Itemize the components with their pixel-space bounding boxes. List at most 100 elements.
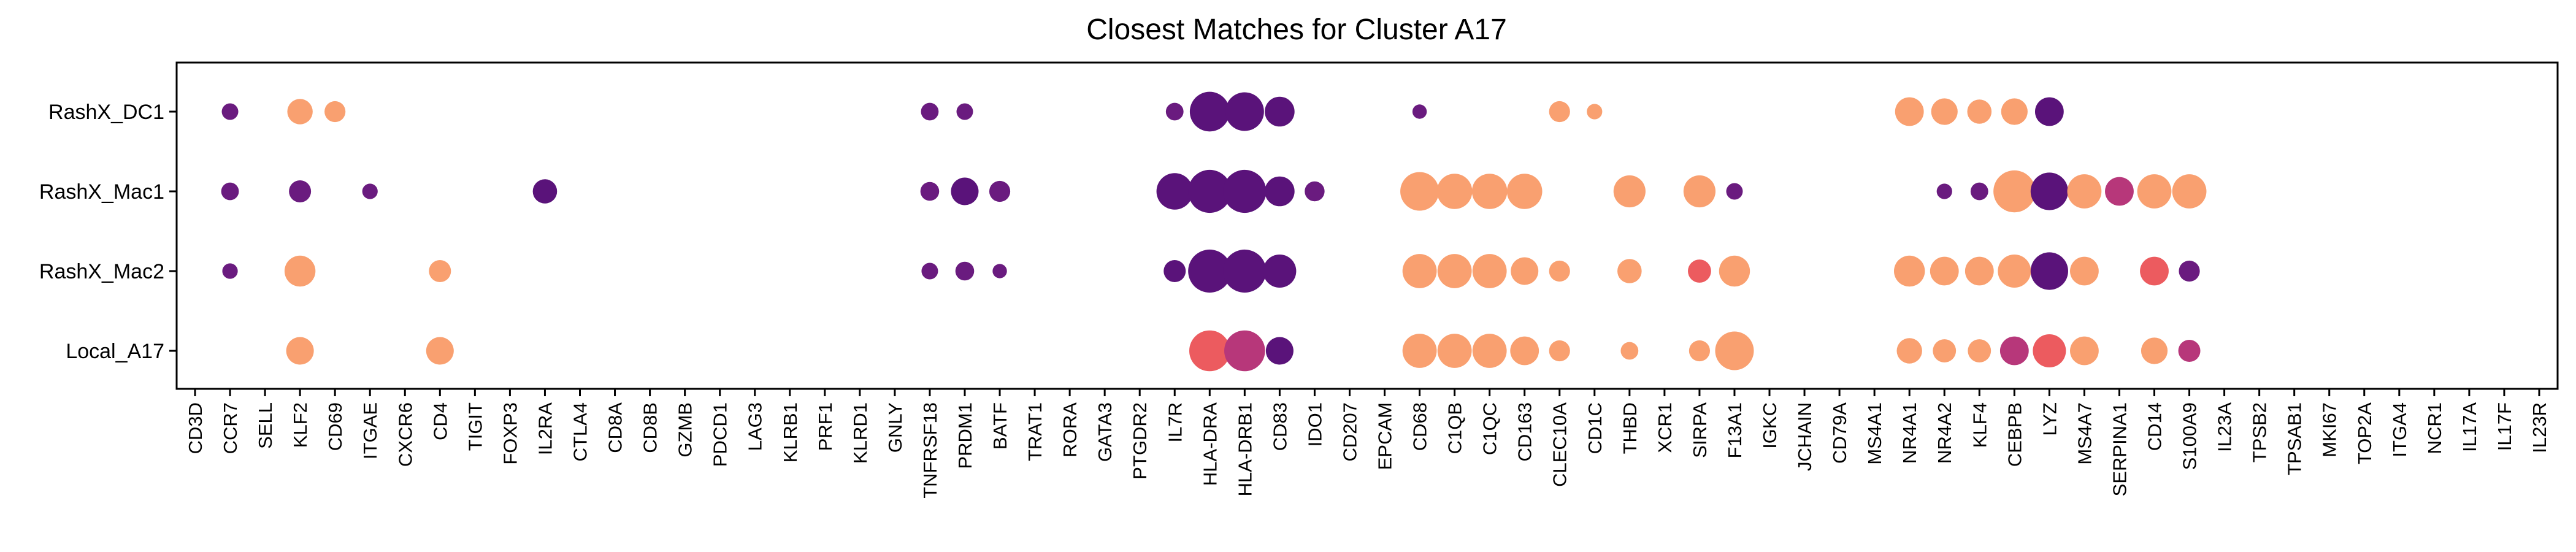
x-tick-label: IL23R — [2529, 402, 2550, 453]
dot-Local_A17-LYZ — [2033, 334, 2066, 367]
x-tick-label: KLRD1 — [849, 402, 871, 464]
dot-RashX_Mac2-THBD — [1617, 259, 1642, 283]
dot-Local_A17-KLF2 — [286, 337, 314, 365]
x-tick-label: KLRB1 — [780, 402, 801, 462]
x-tick-label: HLA-DRA — [1199, 402, 1221, 486]
x-tick-label: PRDM1 — [954, 402, 976, 469]
x-tick-label: LAG3 — [745, 402, 766, 451]
x-tick-label: BATF — [989, 402, 1011, 450]
x-tick-label: CD14 — [2144, 402, 2166, 451]
dot-RashX_Mac1-NR4A2 — [1936, 183, 1952, 199]
dot-RashX_DC1-NR4A1 — [1895, 97, 1924, 126]
dot-RashX_Mac2-HLA-DRB1 — [1223, 249, 1267, 293]
x-tick-label: MS4A1 — [1864, 402, 1885, 465]
x-tick-label: THBD — [1619, 402, 1641, 454]
dot-RashX_Mac1-F13A1 — [1726, 183, 1743, 200]
dot-Local_A17-HLA-DRB1 — [1224, 330, 1265, 372]
x-tick-label: TOP2A — [2354, 402, 2375, 464]
dot-RashX_Mac2-CD14 — [2140, 256, 2169, 286]
dot-RashX_DC1-CEBPB — [2001, 98, 2028, 125]
dot-RashX_DC1-IL7R — [1165, 102, 1184, 121]
x-tick-label: IL2RA — [534, 402, 556, 455]
dot-RashX_Mac2-NR4A1 — [1893, 255, 1925, 287]
x-tick-label: CD163 — [1514, 402, 1536, 462]
dot-RashX_DC1-CD69 — [324, 101, 346, 123]
dot-RashX_Mac1-KLF4 — [1970, 182, 1988, 201]
dot-Local_A17-MS4A7 — [2070, 336, 2099, 366]
x-tick-label: TPSB2 — [2249, 402, 2271, 462]
dot-RashX_Mac2-SIRPA — [1688, 259, 1711, 283]
dot-Local_A17-CD4 — [426, 337, 454, 365]
dot-RashX_Mac1-IL7R — [1156, 173, 1193, 210]
x-tick-label: IL23A — [2214, 402, 2236, 452]
y-axis: RashX_DC1 RashX_Mac1 RashX_Mac2 Local_A17 — [39, 101, 177, 363]
y-tick-label: RashX_Mac2 — [39, 260, 164, 283]
x-tick-label: C1QC — [1479, 402, 1501, 455]
dot-RashX_Mac2-CD4 — [429, 260, 451, 282]
x-tick-label: SIRPA — [1689, 402, 1711, 458]
x-tick-label: KLF2 — [289, 402, 311, 448]
x-tick-label: HLA-DRB1 — [1234, 402, 1255, 496]
dot-RashX_Mac1-C1QC — [1471, 174, 1508, 209]
dot-RashX_Mac1-S100A9 — [2172, 174, 2207, 209]
x-tick-label: CCR7 — [220, 402, 241, 454]
x-tick-label: PTGDR2 — [1129, 402, 1151, 480]
x-tick-label: TIGIT — [464, 402, 486, 451]
x-tick-label: TPSAB1 — [2284, 402, 2306, 475]
x-tick-label: NCR1 — [2424, 402, 2445, 454]
dot-RashX_DC1-CD68 — [1412, 104, 1427, 119]
x-tick-label: PRF1 — [815, 402, 836, 451]
x-tick-label: CEBPB — [2004, 402, 2025, 467]
x-tick-label: CD68 — [1409, 402, 1431, 451]
dot-RashX_DC1-HLA-DRA — [1189, 91, 1230, 132]
x-tick-label: CD1C — [1584, 402, 1606, 454]
dot-RashX_DC1-CCR7 — [221, 103, 239, 120]
dot-RashX_Mac1-IDO1 — [1305, 181, 1325, 202]
x-tick-label: EPCAM — [1374, 402, 1396, 470]
x-tick-label: MKI67 — [2319, 402, 2340, 458]
dot-Local_A17-KLF4 — [1968, 339, 1991, 362]
dot-RashX_Mac2-BATF — [992, 264, 1007, 278]
dot-Local_A17-HLA-DRA — [1189, 330, 1230, 372]
x-tick-label: CTLA4 — [569, 402, 591, 461]
x-tick-label: TRAT1 — [1024, 402, 1046, 461]
x-tick-label: CD83 — [1269, 402, 1290, 451]
dot-RashX_Mac1-CD163 — [1506, 174, 1543, 209]
dot-RashX_DC1-CD1C — [1587, 104, 1603, 120]
dot-RashX_Mac1-IL2RA — [532, 179, 558, 204]
dot-RashX_DC1-CLEC10A — [1549, 101, 1570, 123]
x-tick-label: NR4A2 — [1934, 402, 1955, 464]
x-tick-label: FOXP3 — [499, 402, 521, 465]
dot-RashX_Mac1-PRDM1 — [951, 177, 979, 205]
dot-RashX_Mac2-MS4A7 — [2070, 256, 2099, 286]
dot-RashX_Mac1-MS4A7 — [2067, 174, 2102, 209]
x-tick-label: CD69 — [324, 402, 346, 451]
x-tick-label: CLEC10A — [1549, 402, 1571, 487]
dot-RashX_Mac2-LYZ — [2030, 252, 2068, 290]
dot-Local_A17-THBD — [1620, 342, 1639, 360]
dot-RashX_Mac2-CD83 — [1263, 255, 1297, 288]
dot-RashX_Mac1-THBD — [1613, 175, 1646, 208]
dot-RashX_DC1-KLF2 — [287, 99, 313, 125]
dot-RashX_Mac2-IL7R — [1163, 260, 1186, 282]
dot-RashX_Mac1-SERPINA1 — [2105, 177, 2134, 206]
dot-RashX_Mac1-BATF — [989, 180, 1011, 202]
x-tick-label: C1QB — [1444, 402, 1466, 454]
dot-RashX_Mac1-HLA-DRA — [1188, 169, 1232, 213]
chart-title: Closest Matches for Cluster A17 — [1086, 13, 1507, 46]
x-tick-label: IL17F — [2494, 402, 2515, 451]
x-tick-label: S100A9 — [2179, 402, 2201, 470]
x-tick-label: SELL — [255, 402, 276, 449]
dot-Local_A17-NR4A2 — [1933, 339, 1957, 362]
x-tick-label: RORA — [1059, 402, 1081, 458]
x-tick-label: GATA3 — [1094, 402, 1116, 462]
dot-RashX_Mac1-TNFRSF18 — [920, 182, 940, 201]
dot-RashX_DC1-CD83 — [1265, 96, 1295, 127]
dot-RashX_DC1-HLA-DRB1 — [1225, 92, 1264, 131]
dot-RashX_Mac1-SIRPA — [1683, 175, 1716, 208]
y-tick-label: RashX_Mac1 — [39, 180, 164, 204]
x-axis: CD3D CCR7 SELL KLF2 CD69 ITGAE CXCR6 CD4 TIGIT FO… — [185, 389, 2550, 499]
x-tick-label: TNFRSF18 — [919, 402, 941, 499]
x-tick-label: SERPINA1 — [2109, 402, 2130, 496]
